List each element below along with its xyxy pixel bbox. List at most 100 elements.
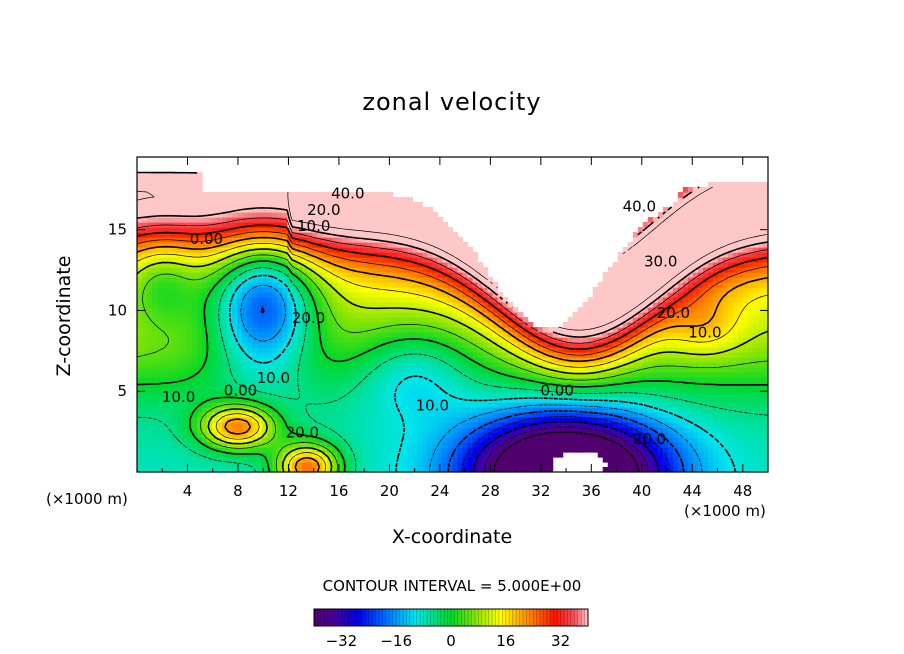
field-cell	[662, 327, 669, 333]
field-cell	[527, 372, 534, 378]
field-cell	[747, 462, 754, 468]
field-cell	[757, 467, 764, 472]
field-cell	[212, 362, 218, 368]
field-cell	[302, 392, 308, 398]
field-cell	[287, 402, 293, 408]
field-cell	[347, 337, 353, 343]
field-cell	[712, 312, 719, 318]
field-cell	[402, 297, 409, 303]
field-cell	[412, 442, 419, 448]
field-cell	[227, 437, 233, 443]
field-cell	[182, 292, 188, 298]
field-cell	[692, 457, 699, 463]
field-cell	[632, 352, 639, 358]
field-cell	[652, 402, 659, 408]
field-cell	[387, 312, 394, 318]
field-cell	[467, 332, 474, 338]
field-cell	[592, 392, 599, 398]
field-cell	[212, 337, 218, 343]
field-cell	[582, 357, 589, 363]
field-cell	[412, 327, 419, 333]
field-cell	[347, 297, 353, 303]
field-cell	[702, 447, 709, 453]
field-cell	[137, 332, 143, 338]
field-cell	[622, 292, 629, 298]
field-cell	[327, 467, 333, 472]
field-cell	[147, 447, 153, 453]
field-cell	[392, 432, 399, 438]
field-cell	[412, 297, 419, 303]
field-cell	[657, 442, 664, 448]
field-cell	[542, 422, 549, 428]
field-cell	[667, 387, 674, 393]
field-cell	[527, 447, 534, 453]
field-cell	[247, 322, 253, 328]
field-cell	[637, 362, 644, 368]
field-cell	[222, 447, 228, 453]
field-cell	[717, 332, 724, 338]
field-cell	[542, 437, 549, 443]
field-cell	[627, 412, 634, 418]
field-cell	[407, 317, 414, 323]
field-cell	[447, 302, 454, 308]
field-cell	[517, 447, 524, 453]
field-cell	[357, 422, 363, 428]
field-cell	[617, 357, 624, 363]
field-cell	[357, 342, 363, 348]
field-cell	[572, 342, 579, 348]
field-cell	[732, 277, 739, 283]
field-cell	[627, 467, 634, 472]
field-cell	[272, 452, 278, 458]
field-cell	[672, 457, 679, 463]
field-cell	[167, 282, 173, 288]
field-cell	[722, 302, 729, 308]
field-cell	[707, 277, 714, 283]
field-cell	[257, 407, 263, 413]
field-cell	[427, 407, 434, 413]
field-cell	[262, 292, 268, 298]
field-cell	[177, 467, 183, 472]
field-cell	[202, 362, 208, 368]
field-cell	[672, 432, 679, 438]
field-cell	[177, 357, 183, 363]
field-cell	[617, 317, 624, 323]
field-cell	[617, 422, 624, 428]
field-cell	[232, 402, 238, 408]
field-cell	[512, 317, 519, 323]
field-cell	[392, 332, 399, 338]
field-cell	[292, 372, 298, 378]
field-cell	[612, 312, 619, 318]
field-cell	[152, 277, 158, 283]
field-cell	[237, 457, 243, 463]
field-cell	[417, 397, 424, 403]
field-cell	[697, 287, 704, 293]
field-cell	[402, 367, 409, 373]
field-cell	[302, 347, 308, 353]
field-cell	[207, 297, 213, 303]
field-cell	[147, 422, 153, 428]
field-cell	[327, 347, 333, 353]
field-cell	[642, 342, 649, 348]
field-cell	[647, 422, 654, 428]
field-cell	[612, 442, 619, 448]
field-cell	[232, 392, 238, 398]
field-cell	[632, 337, 639, 343]
field-cell	[507, 377, 514, 383]
field-cell	[177, 302, 183, 308]
field-cell	[362, 427, 368, 433]
field-cell	[232, 412, 238, 418]
field-cell	[272, 307, 278, 313]
field-cell	[152, 417, 158, 423]
field-cell	[617, 402, 624, 408]
field-cell	[712, 427, 719, 433]
field-cell	[177, 432, 183, 438]
field-cell	[177, 362, 183, 368]
field-cell	[682, 272, 689, 278]
field-cell	[197, 372, 203, 378]
field-cell	[177, 417, 183, 423]
field-cell	[162, 272, 168, 278]
field-cell	[612, 387, 619, 393]
field-cell	[202, 402, 208, 408]
field-cell	[307, 292, 313, 298]
field-cell	[572, 432, 579, 438]
